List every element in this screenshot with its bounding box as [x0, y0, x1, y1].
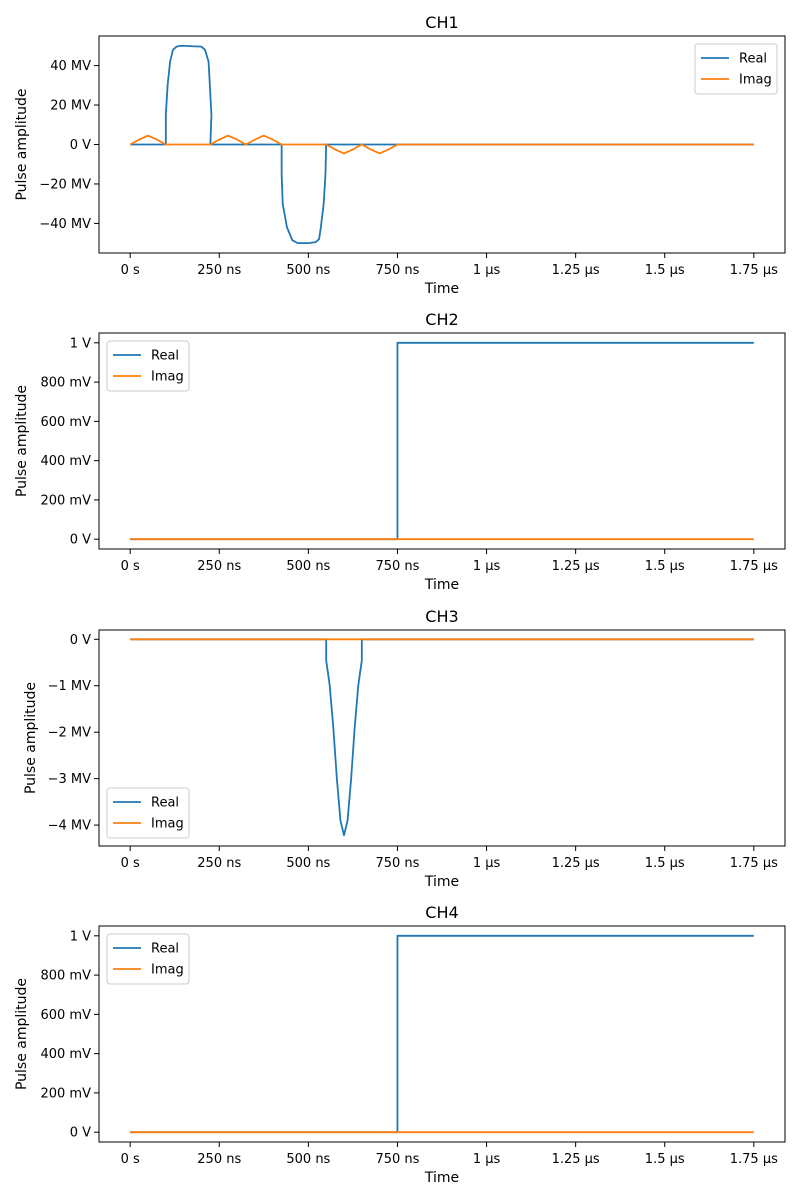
x-tick-label: 1.75 µs	[730, 856, 778, 871]
y-tick-label: 400 mV	[40, 1047, 91, 1062]
x-tick-label: 0 s	[121, 856, 140, 871]
x-tick-label: 250 ns	[197, 559, 241, 574]
x-tick-label: 1.25 µs	[552, 263, 600, 278]
x-tick-label: 1.25 µs	[552, 559, 600, 574]
y-axis-label: Pulse amplitude	[23, 682, 39, 794]
y-tick-label: −2 MV	[48, 726, 92, 741]
y-tick-label: 0 V	[70, 633, 91, 648]
x-tick-label: 1.75 µs	[730, 1152, 778, 1167]
y-tick-label: 0 V	[70, 533, 91, 548]
x-tick-label: 1.75 µs	[730, 559, 778, 574]
y-tick-label: 600 mV	[40, 1008, 91, 1023]
y-tick-label: 800 mV	[40, 376, 91, 391]
x-axis-label: Time	[424, 281, 459, 297]
legend-label-imag: Imag	[151, 817, 184, 832]
chart-panel-3: 0 s 250 ns 500 ns 750 ns 1 µs 1.25 µs 1.5 µs 1.…	[23, 607, 786, 890]
y-tick-label: −20 MV	[39, 177, 91, 192]
x-tick-label: 1.5 µs	[645, 1152, 685, 1167]
y-tick-label: −4 MV	[48, 819, 92, 834]
x-tick-label: 0 s	[121, 559, 140, 574]
x-tick-label: 250 ns	[197, 263, 241, 278]
y-tick-label: 0 V	[70, 1126, 91, 1141]
x-tick-label: 1.5 µs	[645, 559, 685, 574]
x-tick-label: 0 s	[121, 1152, 140, 1167]
x-tick-label: 750 ns	[375, 856, 419, 871]
x-tick-label: 1 µs	[473, 559, 501, 574]
y-tick-label: 400 mV	[40, 454, 91, 469]
x-tick-label: 500 ns	[286, 559, 330, 574]
y-tick-label: 200 mV	[40, 493, 91, 508]
y-tick-label: 1 V	[70, 336, 91, 351]
x-tick-label: 1.25 µs	[552, 1152, 600, 1167]
y-tick-label: 800 mV	[40, 969, 91, 984]
x-tick-label: 250 ns	[197, 1152, 241, 1167]
x-tick-label: 500 ns	[286, 856, 330, 871]
x-tick-label: 500 ns	[286, 263, 330, 278]
legend: Real Imag	[106, 340, 190, 392]
x-tick-label: 1.75 µs	[730, 263, 778, 278]
chart-title: CH1	[425, 13, 458, 32]
y-axis-label: Pulse amplitude	[14, 88, 30, 200]
x-tick-label: 1 µs	[473, 263, 501, 278]
plot-frame	[98, 925, 786, 1143]
chart-panel-4: 0 s 250 ns 500 ns 750 ns 1 µs 1.25 µs 1.5 µs 1.…	[14, 903, 786, 1186]
chart-panel-2: 0 s 250 ns 500 ns 750 ns 1 µs 1.25 µs 1.5 µs 1.…	[14, 310, 786, 593]
chart-title: CH4	[425, 903, 458, 922]
x-axis-label: Time	[424, 577, 459, 593]
x-tick-label: 1.25 µs	[552, 856, 600, 871]
legend-label-real: Real	[739, 52, 767, 67]
series-line-real	[130, 341, 754, 541]
y-axis-label: Pulse amplitude	[14, 385, 30, 497]
legend-box	[106, 933, 190, 985]
x-tick-label: 1.5 µs	[645, 263, 685, 278]
series-line-imag	[129, 134, 754, 155]
x-tick-label: 1 µs	[473, 1152, 501, 1167]
x-tick-label: 750 ns	[375, 263, 419, 278]
x-axis-label: Time	[424, 874, 459, 890]
plot-frame	[98, 629, 786, 847]
plot-frame	[98, 332, 786, 550]
x-tick-label: 1 µs	[473, 856, 501, 871]
y-tick-label: 0 V	[70, 138, 91, 153]
legend-box	[106, 340, 190, 392]
x-axis-label: Time	[424, 1170, 459, 1186]
x-tick-label: 250 ns	[197, 856, 241, 871]
x-tick-label: 500 ns	[286, 1152, 330, 1167]
legend-label-real: Real	[151, 942, 179, 957]
legend-label-real: Real	[151, 796, 179, 811]
legend: Real Imag	[106, 933, 190, 985]
legend-box	[694, 43, 778, 95]
x-tick-label: 750 ns	[375, 1152, 419, 1167]
y-tick-label: −1 MV	[48, 679, 92, 694]
chart-title: CH2	[425, 310, 458, 329]
y-tick-label: −40 MV	[39, 217, 91, 232]
legend-label-imag: Imag	[151, 963, 184, 978]
x-tick-label: 1.5 µs	[645, 856, 685, 871]
y-tick-label: 1 V	[70, 929, 91, 944]
y-tick-label: 600 mV	[40, 415, 91, 430]
y-tick-label: 20 MV	[50, 99, 91, 114]
y-tick-label: −3 MV	[48, 772, 92, 787]
y-tick-label: 40 MV	[50, 59, 91, 74]
chart-panel-1: 0 s 250 ns 500 ns 750 ns 1 µs 1.25 µs 1.5 µs 1.…	[14, 13, 786, 297]
series-line-real	[130, 638, 754, 837]
x-tick-label: 0 s	[121, 263, 140, 278]
legend-label-real: Real	[151, 349, 179, 364]
series-line-real	[130, 934, 754, 1134]
legend: Real Imag	[694, 43, 778, 95]
chart-title: CH3	[425, 607, 458, 626]
y-tick-label: 200 mV	[40, 1086, 91, 1101]
x-tick-label: 750 ns	[375, 559, 419, 574]
y-axis-label: Pulse amplitude	[14, 978, 30, 1090]
legend-label-imag: Imag	[739, 73, 772, 88]
legend: Real Imag	[106, 787, 190, 839]
legend-label-imag: Imag	[151, 370, 184, 385]
legend-box	[106, 787, 190, 839]
